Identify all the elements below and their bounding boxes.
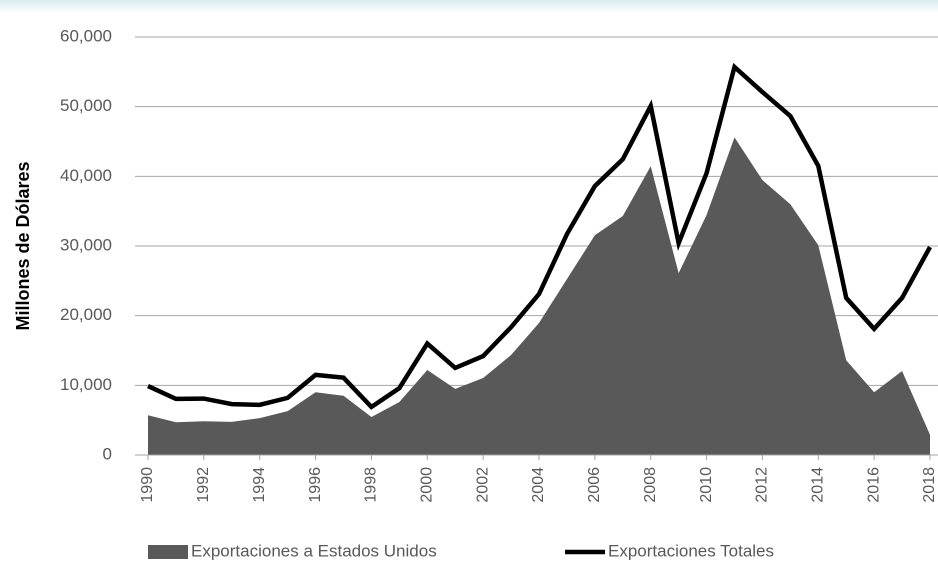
- area: [148, 137, 930, 455]
- x-tick-label: 2016: [865, 467, 882, 503]
- x-tick-label: 2000: [419, 467, 436, 503]
- line: [147, 62, 932, 410]
- y-tick-label: 40,000: [60, 166, 112, 185]
- legend-swatch: [148, 545, 188, 559]
- y-tick-label: 10,000: [60, 375, 112, 394]
- legend-label: Exportaciones Totales: [608, 541, 774, 560]
- x-tick-label: 2008: [642, 467, 659, 503]
- x-tick-label: 2006: [586, 467, 603, 503]
- x-tick-label: 2002: [474, 467, 491, 503]
- x-tick-label: 1994: [251, 467, 268, 503]
- x-tick-label: 2014: [810, 467, 827, 503]
- y-axis-label: Millones de Dólares: [13, 161, 33, 330]
- y-tick-label: 30,000: [60, 235, 112, 254]
- header-strip: [0, 0, 938, 14]
- x-tick-label: 1990: [139, 467, 156, 503]
- x-tick-label: 1996: [307, 467, 324, 503]
- x-tick-label: 1998: [363, 467, 380, 503]
- x-tick-label: 2018: [921, 467, 938, 503]
- y-tick-label: 0: [103, 444, 112, 463]
- y-tick-label: 20,000: [60, 305, 112, 324]
- x-tick-label: 2004: [530, 467, 547, 503]
- y-tick-label: 60,000: [60, 26, 112, 45]
- y-tick-label: 50,000: [60, 96, 112, 115]
- x-tick-label: 2010: [698, 467, 715, 503]
- x-tick-label: 2012: [754, 467, 771, 503]
- x-tick-label: 1992: [195, 467, 212, 503]
- legend-label: Exportaciones a Estados Unidos: [191, 541, 437, 560]
